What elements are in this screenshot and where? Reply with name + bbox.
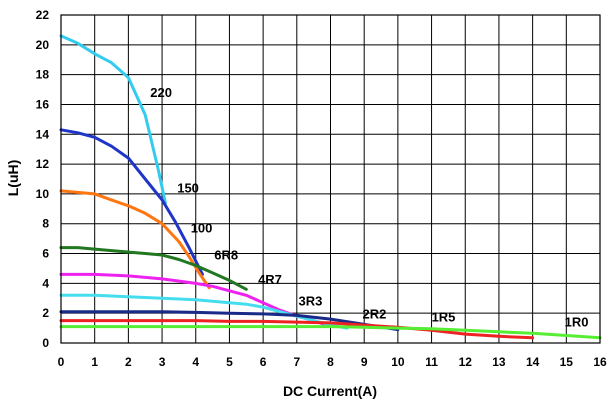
y-tick-label: 4 <box>42 276 49 290</box>
y-tick-label: 12 <box>36 157 50 171</box>
x-tick-label: 2 <box>125 355 132 369</box>
y-tick-label: 20 <box>36 38 50 52</box>
series-label-220: 220 <box>150 85 172 100</box>
series-label-1r5: 1R5 <box>432 309 456 324</box>
y-tick-label: 16 <box>36 97 50 111</box>
x-tick-label: 1 <box>91 355 98 369</box>
series-label-150: 150 <box>177 180 199 195</box>
series-line-1r5 <box>59 319 535 340</box>
y-tick-label: 14 <box>36 127 50 141</box>
y-tick-label: 6 <box>42 247 49 261</box>
x-tick-label: 10 <box>391 355 405 369</box>
series-label-1r0: 1R0 <box>565 315 589 330</box>
x-tick-label: 11 <box>425 355 438 369</box>
y-tick-label: 18 <box>36 68 50 82</box>
series-label-6r8: 6R8 <box>214 248 238 263</box>
series-label-100: 100 <box>191 221 213 236</box>
series-label-2r2: 2R2 <box>363 306 387 321</box>
series-line-3r3 <box>59 293 349 330</box>
x-tick-label: 0 <box>58 355 65 369</box>
x-tick-label: 14 <box>526 355 540 369</box>
x-tick-label: 7 <box>293 355 300 369</box>
y-axis-title: L(uH) <box>5 160 21 197</box>
y-tick-label: 8 <box>42 217 49 231</box>
y-tick-label: 10 <box>36 187 50 201</box>
x-tick-label: 13 <box>492 355 506 369</box>
x-tick-label: 16 <box>593 355 607 369</box>
y-tick-label: 0 <box>42 336 49 350</box>
series-line-6r8 <box>59 246 248 291</box>
series-line-150 <box>59 128 204 276</box>
x-tick-label: 5 <box>226 355 233 369</box>
x-tick-label: 4 <box>192 355 199 369</box>
series-line-1r0 <box>59 325 602 340</box>
series-line-100 <box>59 189 211 290</box>
y-tick-label: 2 <box>42 306 49 320</box>
x-tick-label: 12 <box>459 355 473 369</box>
plot-border <box>60 14 601 344</box>
series-label-3r3: 3R3 <box>298 294 322 309</box>
x-tick-label: 3 <box>159 355 166 369</box>
x-tick-label: 6 <box>260 355 267 369</box>
series-line-2r2 <box>59 310 400 332</box>
x-tick-label: 8 <box>327 355 334 369</box>
series-label-4r7: 4R7 <box>258 272 282 287</box>
x-tick-label: 15 <box>560 355 574 369</box>
grid <box>60 14 601 344</box>
x-axis-title: DC Current(A) <box>283 383 377 399</box>
series-layer <box>59 34 602 340</box>
x-tick-labels: 0 1 2 3 4 5 6 7 8 9 10 11 12 13 14 15 16 <box>58 355 607 369</box>
y-tick-label: 22 <box>36 8 50 22</box>
x-tick-label: 9 <box>361 355 368 369</box>
series-line-220 <box>59 34 167 205</box>
y-tick-labels: 0 2 4 6 8 10 12 14 16 18 20 22 <box>36 8 50 350</box>
